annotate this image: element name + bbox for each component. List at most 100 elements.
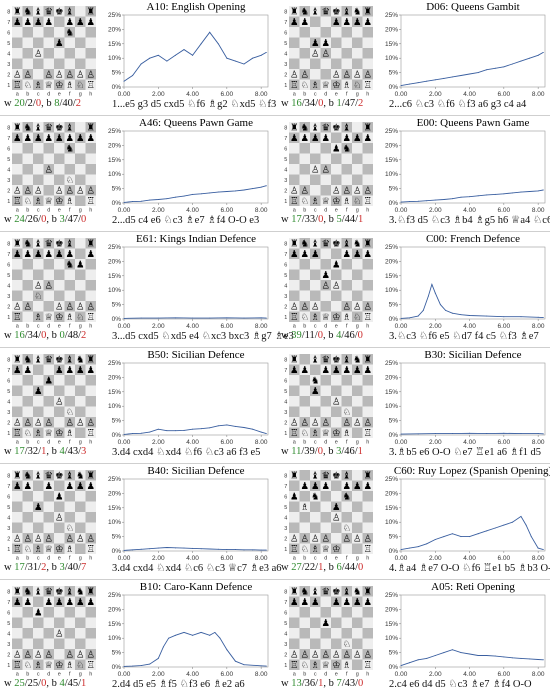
board-square: [64, 417, 75, 428]
board-square: [75, 512, 86, 523]
chess-piece: ♟: [321, 133, 330, 144]
board-square: [331, 628, 342, 639]
data-point: [217, 43, 219, 45]
chess-piece: ♟: [76, 133, 85, 144]
board-square: [362, 122, 373, 133]
board-square: [85, 238, 96, 249]
board-square: [352, 396, 363, 407]
data-point: [149, 431, 151, 433]
data-point: [451, 433, 453, 435]
chess-piece: ♙: [13, 302, 22, 313]
board-square: [54, 659, 65, 670]
board-square: [64, 195, 75, 206]
board-square: [362, 628, 373, 639]
board-square: [12, 164, 23, 175]
stats-b: , b: [323, 562, 334, 573]
board-square: [33, 480, 44, 491]
data-point: [123, 433, 125, 435]
stats-b: , b: [323, 678, 334, 689]
chess-piece: ♗: [34, 660, 43, 671]
board-square: [85, 470, 96, 481]
board-square: [299, 164, 310, 175]
board-square: [289, 522, 300, 533]
chess-piece: ♔: [332, 428, 341, 439]
rank-label: 3: [284, 642, 287, 648]
board-square: [331, 185, 342, 196]
chart-title: B50: Sicilian Defence: [147, 349, 244, 361]
file-label: a: [16, 672, 20, 678]
data-point: [140, 63, 142, 65]
rank-label: 6: [284, 31, 287, 37]
board-square: [33, 586, 44, 597]
chess-piece: ♗: [65, 312, 74, 323]
chess-piece: ♙: [34, 650, 43, 661]
board-square: [43, 37, 54, 48]
data-point: [243, 664, 245, 666]
chart-title: C60: Ruy Lopez (Spanish Opening): [394, 465, 550, 477]
board-square: [362, 491, 373, 502]
x-tick-label: 4.00: [463, 207, 476, 214]
y-tick-label: 20%: [385, 374, 398, 381]
data-point: [243, 427, 245, 429]
chess-piece: ♙: [86, 418, 95, 429]
board-square: [341, 16, 352, 27]
plot-frame: [400, 594, 546, 668]
row-separator: [0, 463, 550, 464]
board-square: [320, 417, 331, 428]
data-point: [149, 663, 151, 665]
chess-piece: ♕: [44, 544, 53, 555]
board-square: [33, 427, 44, 438]
board-square: [352, 512, 363, 523]
chess-piece: ♟: [55, 597, 64, 608]
board-square: [362, 638, 373, 649]
file-label: c: [37, 92, 40, 98]
rank-label: 3: [7, 526, 10, 532]
board-square: [289, 248, 300, 259]
white-losses: 0: [35, 98, 42, 109]
board-square: [362, 596, 373, 607]
board-square: [341, 143, 352, 154]
file-label: b: [303, 324, 306, 330]
y-tick-label: 10%: [385, 635, 398, 642]
chess-piece: ♝: [342, 123, 351, 134]
data-point: [426, 543, 428, 545]
file-label: g: [79, 440, 82, 446]
board-square: [33, 543, 44, 554]
board-square: [352, 248, 363, 259]
board-square: [362, 501, 373, 512]
board-square: [75, 269, 86, 280]
chess-piece: ♖: [13, 428, 22, 439]
board-square: [299, 79, 310, 90]
data-point: [217, 425, 219, 427]
chess-piece: ♛: [321, 7, 330, 18]
board-square: [64, 143, 75, 154]
black-losses: 1: [357, 446, 363, 457]
rank-label: 4: [7, 284, 10, 290]
black-wins: 4: [336, 330, 342, 341]
board-square: [341, 470, 352, 481]
rank-label: 1: [7, 199, 10, 205]
data-point: [434, 292, 436, 294]
y-tick-label: 20%: [385, 26, 398, 33]
chess-piece: ♜: [363, 123, 372, 134]
file-label: d: [324, 324, 327, 330]
board-square: [289, 480, 300, 491]
x-tick-label: 2.00: [152, 323, 165, 330]
chess-piece: ♙: [332, 186, 341, 197]
file-label: f: [346, 556, 348, 562]
board-square: [43, 248, 54, 259]
x-tick-label: 2.00: [152, 439, 165, 446]
board-square: [12, 301, 23, 312]
board-square: [12, 512, 23, 523]
board-square: [85, 617, 96, 628]
board-square: [54, 649, 65, 660]
y-tick-label: 5%: [112, 650, 122, 657]
board-square: [352, 649, 363, 660]
series-line: [400, 649, 544, 667]
data-point: [400, 433, 402, 435]
rank-label: 8: [7, 126, 10, 132]
rank-label: 7: [7, 136, 10, 142]
chess-piece: ♙: [34, 186, 43, 197]
rank-label: 6: [7, 263, 10, 269]
